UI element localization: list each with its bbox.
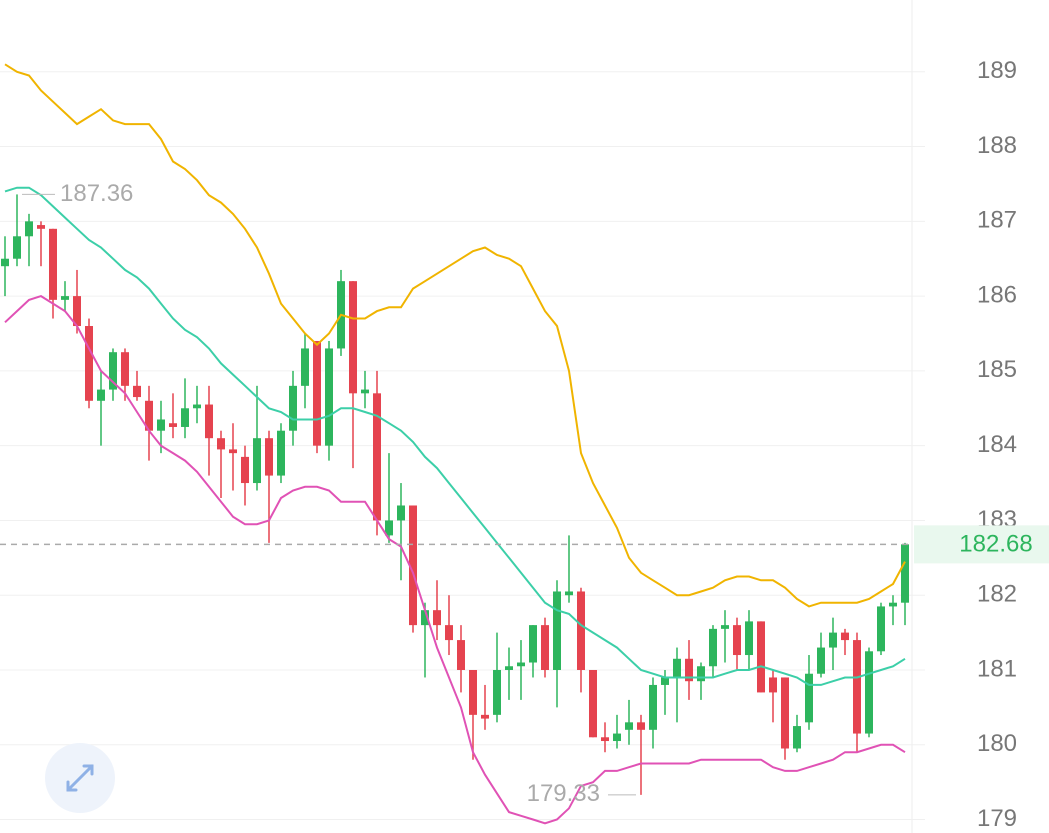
candle-body xyxy=(841,632,849,641)
candle-body xyxy=(385,520,393,536)
candle-body xyxy=(829,632,837,648)
candle-body xyxy=(1,258,9,267)
candle-body xyxy=(445,625,453,641)
candle-body xyxy=(217,438,225,450)
candle-body xyxy=(469,669,477,715)
candle-body xyxy=(901,544,909,603)
candle-body xyxy=(253,438,261,484)
candle-body xyxy=(817,647,825,674)
candle-body xyxy=(157,419,165,431)
y-tick-label: 184 xyxy=(977,431,1017,458)
candle-body xyxy=(805,673,813,723)
last-price-box xyxy=(914,525,1049,564)
candle-body xyxy=(781,677,789,749)
candle-body xyxy=(25,221,33,237)
candle-body xyxy=(553,591,561,670)
expand-button[interactable] xyxy=(45,743,115,813)
band-line xyxy=(4,186,906,686)
candle-body xyxy=(109,352,117,390)
y-tick-label: 182 xyxy=(977,581,1017,608)
candle-body xyxy=(577,591,585,670)
candle-body xyxy=(517,662,525,667)
candle-body xyxy=(565,591,573,596)
candle-body xyxy=(181,408,189,427)
candle-body xyxy=(649,684,657,730)
y-tick-label: 188 xyxy=(977,132,1017,159)
candle-body xyxy=(673,658,681,678)
candle-body xyxy=(685,658,693,682)
candle-body xyxy=(457,640,465,670)
candle-body xyxy=(793,726,801,749)
min-label: 179.33 xyxy=(527,780,600,807)
candle-body xyxy=(277,430,285,476)
candle-body xyxy=(205,404,213,439)
candle-body xyxy=(73,296,81,327)
last-price-label: 182.68 xyxy=(959,531,1032,558)
candle-body xyxy=(61,296,69,300)
candle-body xyxy=(313,340,321,446)
expand-icon[interactable] xyxy=(66,764,94,792)
candle-body xyxy=(241,456,249,484)
candle-body xyxy=(637,722,645,730)
candle-body xyxy=(613,733,621,742)
candle-body xyxy=(697,666,705,682)
candle-body xyxy=(721,625,729,629)
candle-body xyxy=(541,625,549,670)
candle-body xyxy=(193,404,201,409)
candle-body xyxy=(769,677,777,693)
candle-body xyxy=(133,385,141,398)
y-tick-label: 181 xyxy=(977,655,1017,682)
candle-body xyxy=(301,348,309,386)
candle-body xyxy=(145,400,153,431)
candle-body xyxy=(409,505,417,626)
candle-body xyxy=(97,389,105,401)
candle-body xyxy=(481,714,489,719)
candle-body xyxy=(877,606,885,652)
candle-body xyxy=(121,352,129,386)
candle-body xyxy=(589,669,597,738)
y-tick-label: 180 xyxy=(977,730,1017,757)
candle-body xyxy=(289,385,297,431)
y-tick-label: 189 xyxy=(977,57,1017,84)
candle-body xyxy=(421,610,429,626)
candle-body xyxy=(601,737,609,742)
candle-body xyxy=(745,621,753,656)
candle-body xyxy=(433,610,441,626)
y-tick-label: 185 xyxy=(977,356,1017,383)
candle-body xyxy=(373,393,381,521)
candle-body xyxy=(169,423,177,427)
candle-body xyxy=(49,228,57,300)
candle-body xyxy=(493,669,501,715)
y-tick-label: 186 xyxy=(977,281,1017,308)
band-line xyxy=(4,63,906,608)
candle-body xyxy=(361,389,369,394)
candle-body xyxy=(625,722,633,730)
y-tick-label: 179 xyxy=(977,805,1017,832)
candle-body xyxy=(853,640,861,734)
candle-body xyxy=(733,625,741,656)
candle-body xyxy=(889,602,897,607)
y-tick-label: 187 xyxy=(977,207,1017,234)
band-line xyxy=(4,295,906,825)
max-label: 187.36 xyxy=(60,180,133,207)
candle-body xyxy=(13,236,21,259)
candle-body xyxy=(865,651,873,734)
candle-body xyxy=(529,625,537,663)
candle-body xyxy=(757,621,765,693)
candle-body xyxy=(229,449,237,454)
candle-body xyxy=(349,281,357,394)
candle-body xyxy=(505,666,513,670)
candle-body xyxy=(397,505,405,521)
candle-body xyxy=(37,225,45,229)
candle-body xyxy=(265,438,273,476)
candle-body xyxy=(325,348,333,446)
candle-body xyxy=(709,628,717,667)
candle-body xyxy=(85,326,93,401)
candle-body xyxy=(661,677,669,685)
